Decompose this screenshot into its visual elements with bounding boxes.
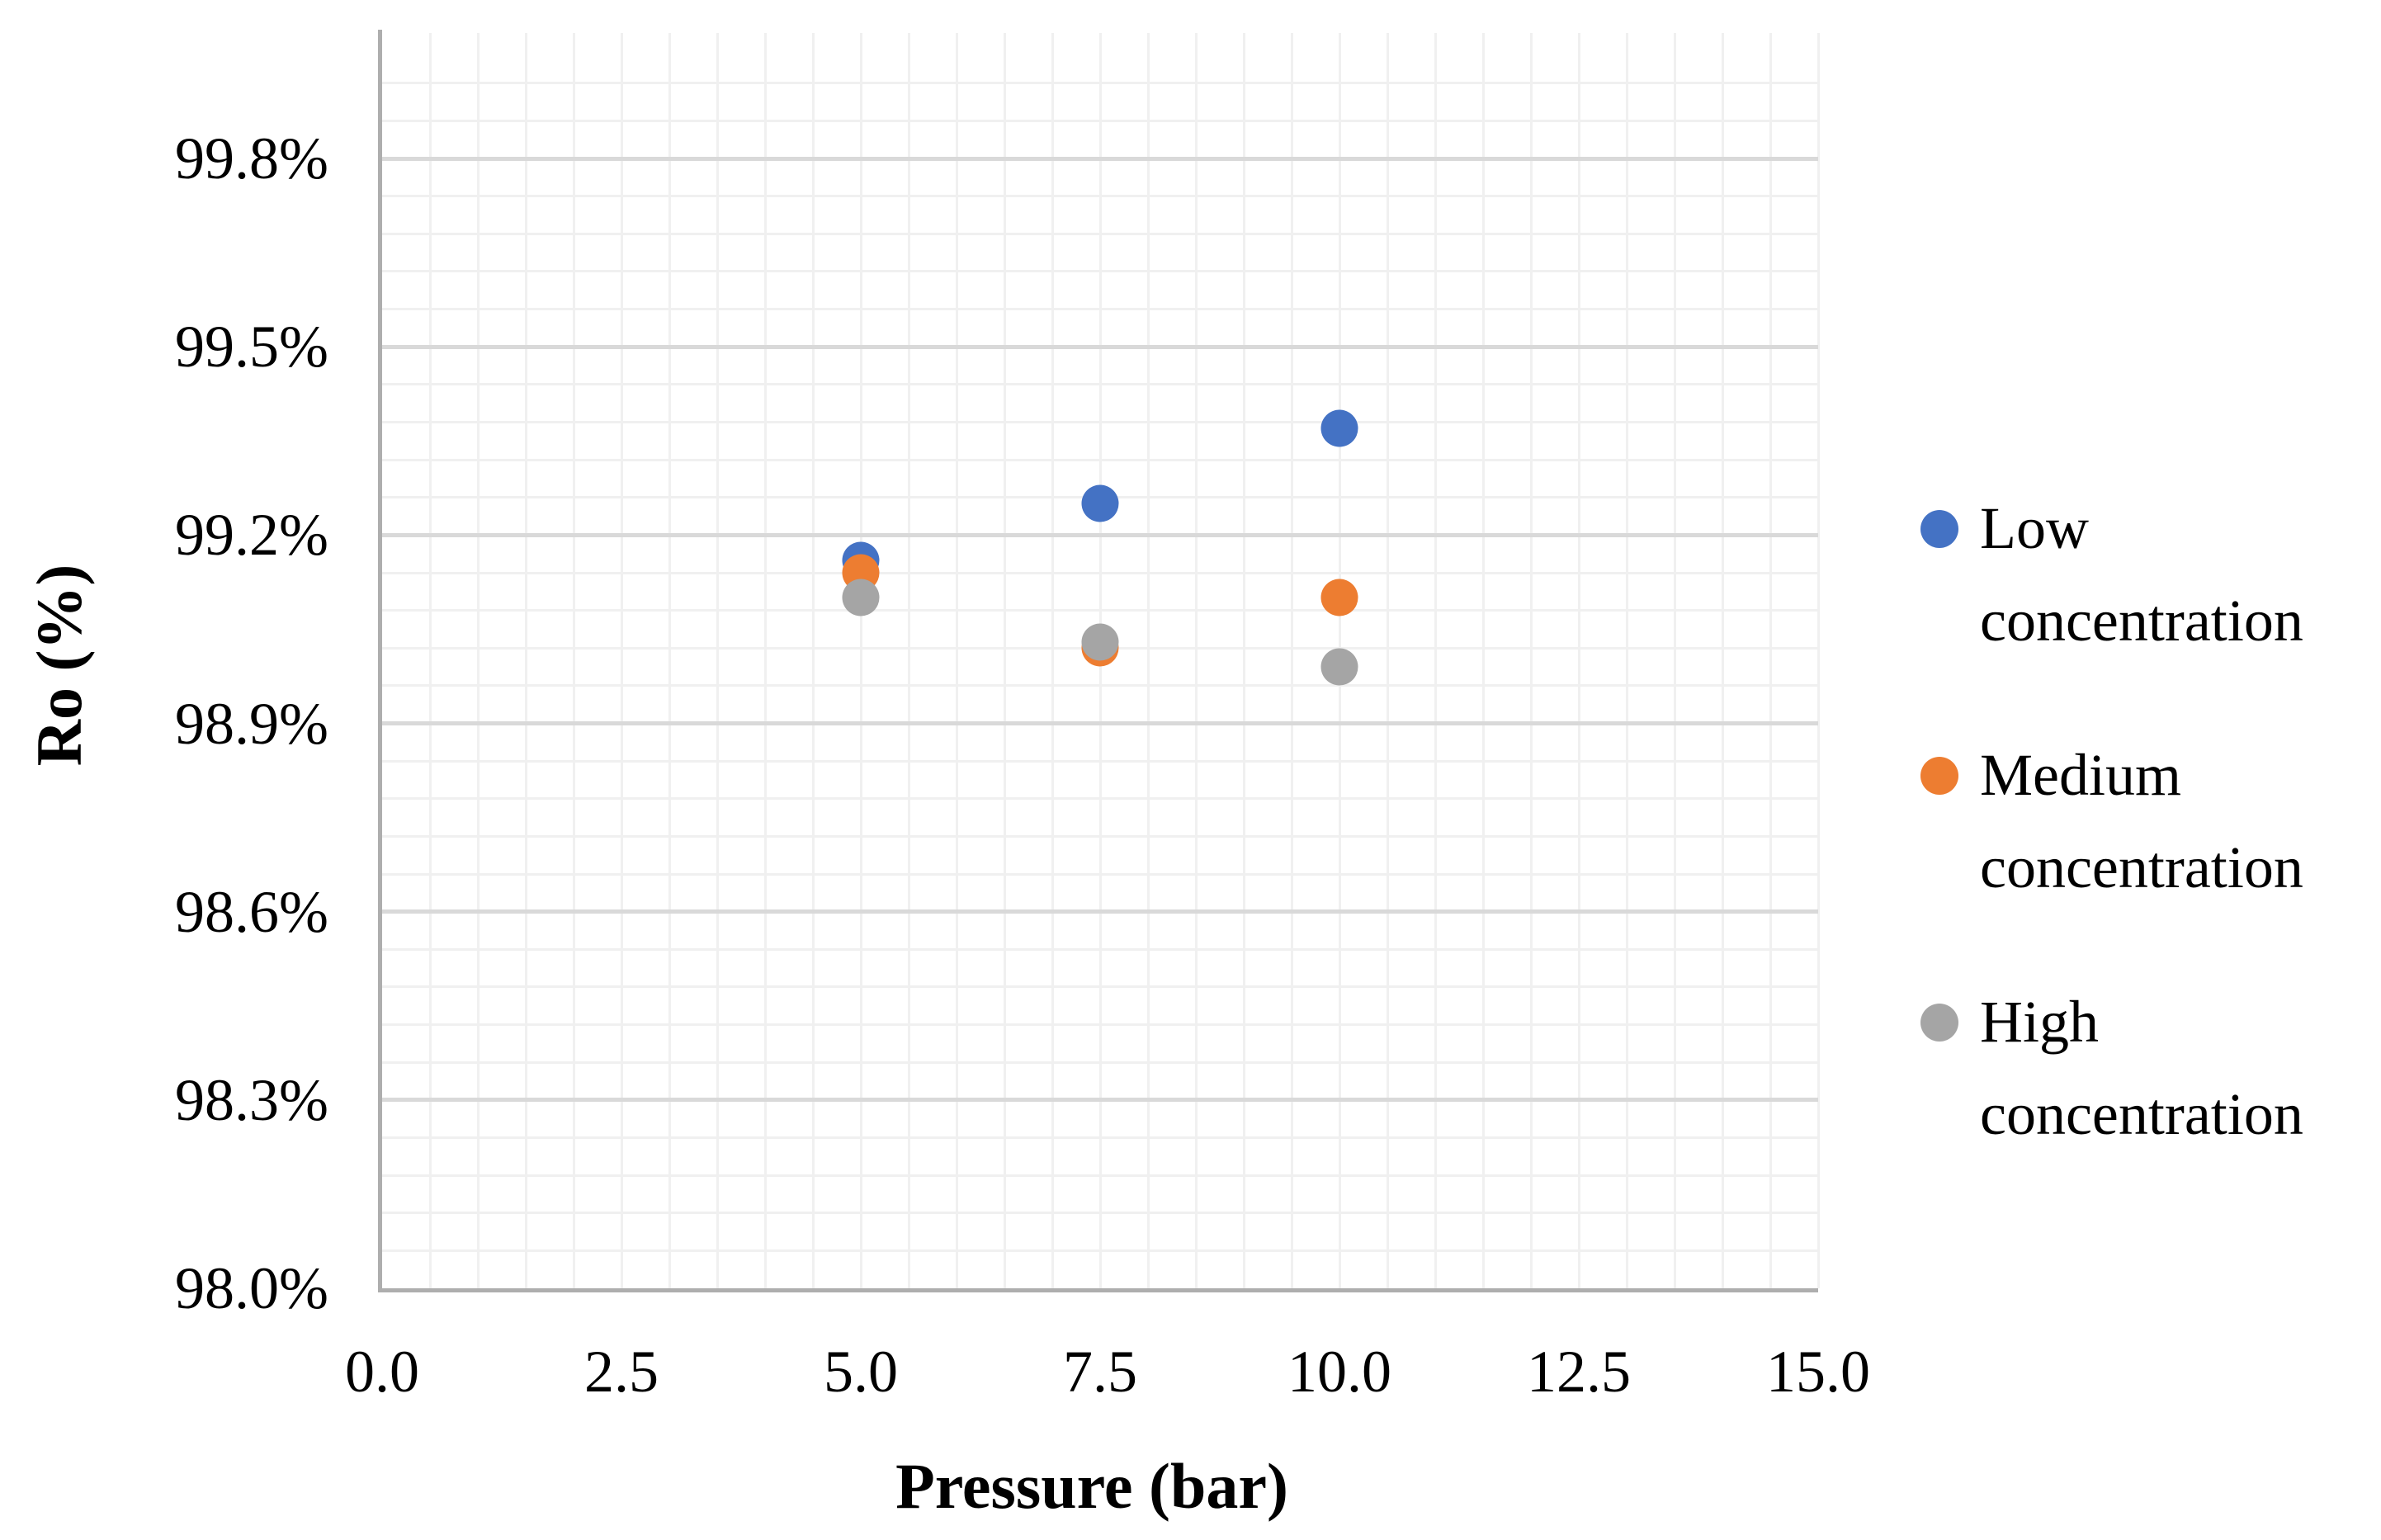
data-point-low [1081, 484, 1119, 522]
data-point-high [1320, 648, 1358, 686]
gridline-vertical [428, 33, 432, 1288]
gridline-vertical [1051, 33, 1054, 1288]
y-tick-label: 99.2% [175, 502, 328, 569]
x-tick-label: 5.0 [824, 1339, 898, 1405]
gridline-vertical [1290, 33, 1293, 1288]
legend-item-label: Low concentration [1980, 495, 2303, 654]
legend-item-label: Medium concentration [1980, 742, 2303, 900]
gridline-vertical [1673, 33, 1676, 1288]
y-tick-label: 98.9% [175, 690, 328, 757]
data-point-medium [1320, 579, 1358, 616]
data-point-high [842, 579, 880, 616]
legend: Low concentration Medium concentration Hig… [1920, 483, 2381, 1224]
x-tick-label: 2.5 [584, 1339, 659, 1405]
gridline-minor [382, 82, 1818, 85]
gridline-vertical [1769, 33, 1772, 1288]
legend-item-label: High concentration [1980, 989, 2303, 1147]
y-tick-label: 98.6% [175, 878, 328, 945]
y-tick-label: 98.3% [175, 1066, 328, 1133]
y-tick-label: 99.5% [175, 314, 328, 380]
gridline-vertical [476, 33, 480, 1288]
gridline-minor [382, 834, 1818, 838]
data-point-low [1320, 409, 1358, 447]
gridline-vertical [1625, 33, 1628, 1288]
gridline-minor [382, 872, 1818, 876]
gridline-minor [382, 232, 1818, 235]
gridline-minor [382, 1249, 1818, 1252]
gridline-vertical [811, 33, 815, 1288]
y-tick-label: 98.0% [175, 1255, 328, 1321]
gridline-vertical [1003, 33, 1006, 1288]
gridline-vertical [1434, 33, 1437, 1288]
gridline-major [382, 909, 1818, 914]
legend-item-high: High concentration [1920, 976, 2381, 1160]
gridline-minor [382, 383, 1818, 386]
x-tick-label: 0.0 [345, 1339, 419, 1405]
gridline-major [382, 721, 1818, 726]
gridline-minor [382, 985, 1818, 989]
gridline-minor [382, 270, 1818, 273]
x-axis-line [378, 1288, 1818, 1292]
legend-item-medium: Medium concentration [1920, 730, 2381, 914]
gridline-minor [382, 421, 1818, 423]
gridline-minor [382, 759, 1818, 763]
gridline-minor [382, 1136, 1818, 1139]
gridline-minor [382, 1212, 1818, 1215]
x-axis-title: Pressure (bar) [895, 1450, 1288, 1522]
legend-marker-icon [1920, 1004, 1958, 1042]
gridline-major [382, 1098, 1818, 1103]
legend-marker-icon [1920, 757, 1958, 796]
gridline-minor [382, 797, 1818, 801]
gridline-minor [382, 458, 1818, 461]
gridline-vertical [763, 33, 767, 1288]
y-tick-label: 99.8% [175, 125, 328, 192]
gridline-minor [382, 1023, 1818, 1027]
gridline-vertical [1481, 33, 1485, 1288]
gridline-minor [382, 308, 1818, 311]
gridline-vertical [955, 33, 958, 1288]
gridline-vertical [1194, 33, 1198, 1288]
gridline-vertical [1529, 33, 1533, 1288]
gridline-vertical [524, 33, 527, 1288]
gridline-vertical [1577, 33, 1580, 1288]
gridline-vertical [907, 33, 910, 1288]
gridline-minor [382, 571, 1818, 574]
gridline-minor [382, 684, 1818, 687]
gridline-minor [382, 1061, 1818, 1064]
gridline-vertical [668, 33, 671, 1288]
gridline-vertical [1721, 33, 1724, 1288]
gridline-major [382, 344, 1818, 349]
gridline-minor [382, 119, 1818, 122]
x-tick-label: 7.5 [1063, 1339, 1137, 1405]
legend-item-low: Low concentration [1920, 483, 2381, 667]
gridline-vertical [716, 33, 719, 1288]
gridline-vertical [859, 33, 862, 1288]
gridline-vertical [620, 33, 623, 1288]
y-axis-line [378, 30, 382, 1288]
x-tick-label: 10.0 [1287, 1339, 1391, 1405]
data-point-high [1081, 623, 1119, 661]
gridline-minor [382, 947, 1818, 951]
gridline-vertical [1146, 33, 1150, 1288]
legend-marker-icon [1920, 510, 1958, 548]
gridline-minor [382, 1174, 1818, 1177]
gridline-major [382, 156, 1818, 161]
gridline-vertical [1816, 33, 1820, 1288]
gridline-vertical [572, 33, 575, 1288]
gridline-minor [382, 195, 1818, 198]
gridline-vertical [1386, 33, 1389, 1288]
x-tick-label: 12.5 [1527, 1339, 1631, 1405]
gridline-minor [382, 609, 1818, 612]
x-tick-label: 15.0 [1766, 1339, 1870, 1405]
gridline-vertical [1242, 33, 1245, 1288]
gridline-major [382, 532, 1818, 537]
